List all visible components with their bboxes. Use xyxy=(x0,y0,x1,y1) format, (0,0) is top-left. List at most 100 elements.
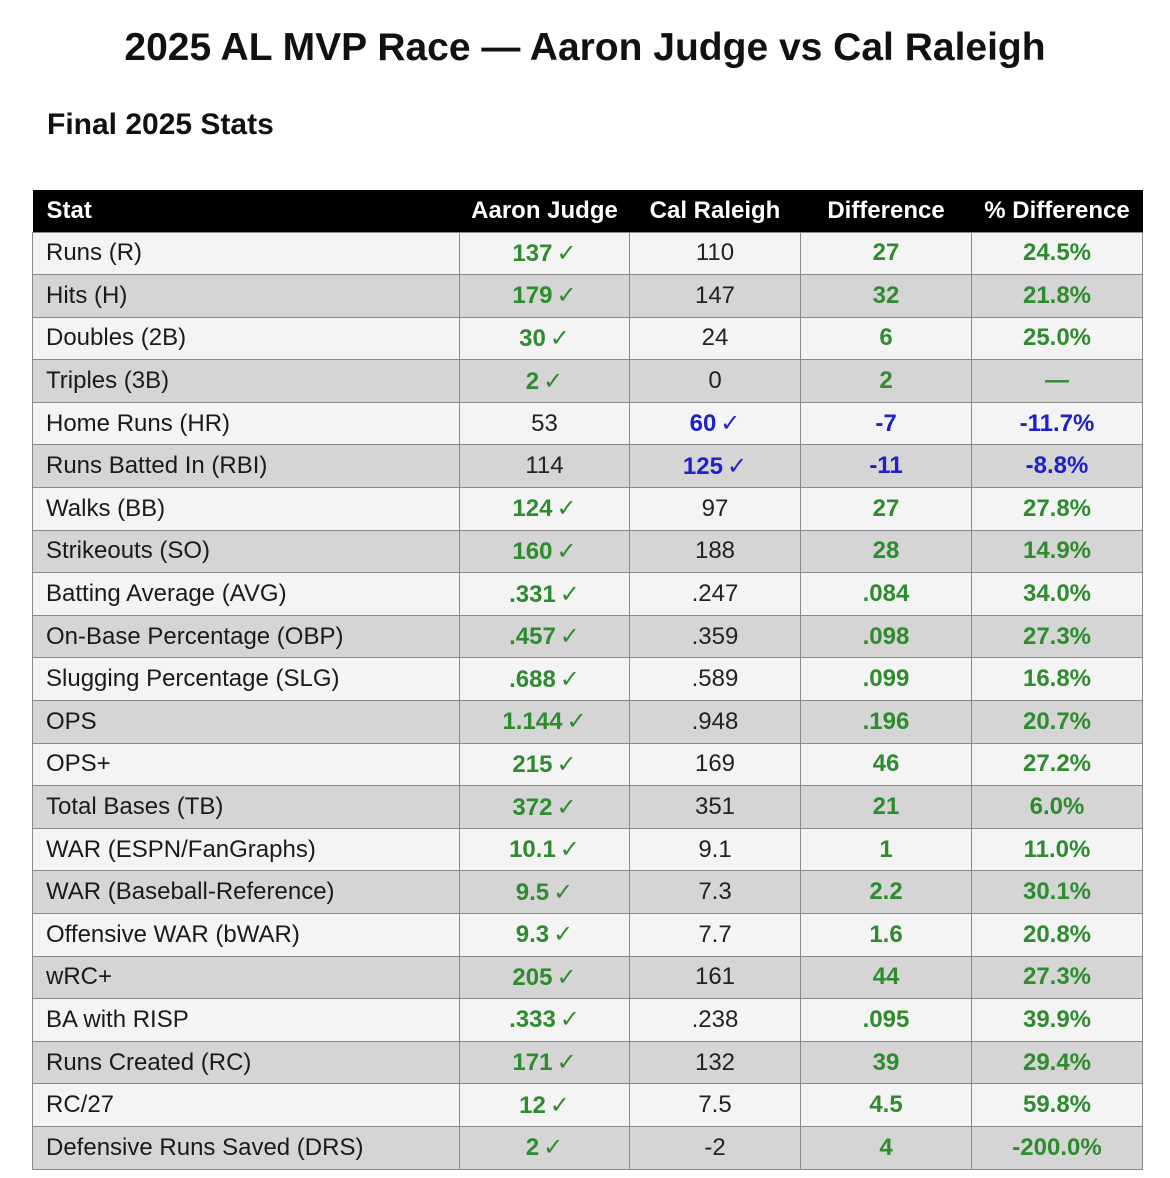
cal-raleigh-cell: 125 ✓ xyxy=(629,444,801,489)
aaron-judge-value: 137 xyxy=(512,239,553,267)
stat-name-cell: Hits (H) xyxy=(32,274,460,318)
aaron-judge-cell: .457 ✓ xyxy=(459,614,630,659)
difference-cell: 27 xyxy=(800,487,972,531)
aaron-judge-cell: 53 xyxy=(459,401,630,446)
aaron-judge-value: 30 xyxy=(519,324,546,352)
aaron-judge-cell: 12 ✓ xyxy=(459,1083,630,1127)
stat-name-cell: Batting Average (AVG) xyxy=(32,572,460,616)
difference-cell: .098 xyxy=(800,614,972,659)
stat-name-cell: Defensive Runs Saved (DRS) xyxy=(32,1125,460,1170)
header-pct-difference: % Difference xyxy=(984,196,1130,224)
checkmark-icon: ✓ xyxy=(559,580,580,608)
cal-raleigh-cell: .948 xyxy=(629,700,801,744)
table-row: Walks (BB) 124 ✓ 97 27 27.8% xyxy=(32,487,1143,531)
stat-name-cell: Strikeouts (SO) xyxy=(32,529,460,574)
aaron-judge-value: 114 xyxy=(525,452,564,480)
table-row: Total Bases (TB) 372 ✓ 351 21 6.0% xyxy=(32,785,1143,829)
cal-raleigh-cell: 188 xyxy=(629,529,801,574)
checkmark-icon: ✓ xyxy=(556,963,577,991)
pct-difference-cell: 24.5% xyxy=(971,231,1143,276)
checkmark-icon: ✓ xyxy=(543,1134,564,1162)
stat-name-cell: Offensive WAR (bWAR) xyxy=(32,913,460,957)
cal-raleigh-cell: -2 xyxy=(629,1125,801,1170)
stat-name-cell: OPS+ xyxy=(32,742,460,787)
pct-difference-cell: 30.1% xyxy=(971,870,1143,914)
cal-raleigh-value: 7.7 xyxy=(698,920,732,948)
pct-difference-cell: 27.3% xyxy=(971,955,1143,1000)
checkmark-icon: ✓ xyxy=(720,410,741,438)
difference-cell: .084 xyxy=(800,572,972,616)
checkmark-icon: ✓ xyxy=(549,324,570,352)
cal-raleigh-value: 7.3 xyxy=(698,878,732,906)
stat-name-cell: Runs (R) xyxy=(32,231,460,276)
cal-raleigh-value: .247 xyxy=(691,580,739,608)
table-row: Runs Created (RC) 171 ✓ 132 39 29.4% xyxy=(32,1040,1143,1085)
difference-cell: .095 xyxy=(800,998,972,1042)
table-row: Runs (R) 137 ✓ 110 27 24.5% xyxy=(32,231,1143,276)
pct-difference-cell: — xyxy=(971,359,1143,403)
stat-name-cell: Walks (BB) xyxy=(32,487,460,531)
cal-raleigh-value: 351 xyxy=(694,793,736,821)
cal-raleigh-cell: 7.3 xyxy=(629,870,801,914)
stats-comparison-table: Stat Aaron Judge Cal Raleigh Difference … xyxy=(32,190,1143,1170)
cal-raleigh-value: .359 xyxy=(691,622,739,650)
difference-cell: 46 xyxy=(800,742,972,787)
cal-raleigh-cell: 24 xyxy=(629,316,801,361)
pct-difference-cell: 14.9% xyxy=(971,529,1143,574)
cal-raleigh-cell: 7.5 xyxy=(629,1083,801,1127)
difference-cell: 2.2 xyxy=(800,870,972,914)
difference-cell: .099 xyxy=(800,657,972,702)
pct-difference-cell: 59.8% xyxy=(971,1083,1143,1127)
cal-raleigh-value: .948 xyxy=(691,707,739,735)
difference-cell: 21 xyxy=(800,785,972,829)
pct-difference-cell: 29.4% xyxy=(971,1040,1143,1085)
difference-cell: 39 xyxy=(800,1040,972,1085)
table-body: Runs (R) 137 ✓ 110 27 24.5% Hits (H) 179 ✓ 147 32 2… xyxy=(32,231,1143,1170)
checkmark-icon: ✓ xyxy=(553,878,574,906)
stat-name-cell: Runs Batted In (RBI) xyxy=(32,444,460,489)
cal-raleigh-value: 60 xyxy=(689,410,717,438)
cal-raleigh-value: 132 xyxy=(694,1048,736,1076)
checkmark-icon: ✓ xyxy=(556,239,577,267)
cal-raleigh-value: .589 xyxy=(691,665,739,693)
table-row: RC/27 12 ✓ 7.5 4.5 59.8% xyxy=(32,1083,1143,1127)
checkmark-icon: ✓ xyxy=(559,665,580,693)
header-difference: Difference xyxy=(827,196,945,224)
pct-difference-cell: 25.0% xyxy=(971,316,1143,361)
difference-cell: 32 xyxy=(800,274,972,318)
cal-raleigh-cell: .247 xyxy=(629,572,801,616)
aaron-judge-value: 1.144 xyxy=(502,708,563,736)
header-stat: Stat xyxy=(46,196,92,224)
table-row: Home Runs (HR) 53 60 ✓ -7 -11.7% xyxy=(32,401,1143,446)
difference-cell: 6 xyxy=(800,316,972,361)
table-row: OPS+ 215 ✓ 169 46 27.2% xyxy=(32,742,1143,787)
checkmark-icon: ✓ xyxy=(556,750,577,778)
aaron-judge-value: .457 xyxy=(509,623,556,651)
aaron-judge-value: 10.1 xyxy=(509,836,556,864)
header-cal-raleigh: Cal Raleigh xyxy=(649,196,781,224)
page-title: 2025 AL MVP Race — Aaron Judge vs Cal Ra… xyxy=(124,26,1046,69)
table-row: Offensive WAR (bWAR) 9.3 ✓ 7.7 1.6 20.8% xyxy=(32,913,1143,957)
table-header-row: Stat Aaron Judge Cal Raleigh Difference … xyxy=(32,190,1143,232)
cal-raleigh-value: 188 xyxy=(694,537,736,565)
cal-raleigh-cell: 9.1 xyxy=(629,827,801,872)
table-row: Strikeouts (SO) 160 ✓ 188 28 14.9% xyxy=(32,529,1143,574)
table-row: wRC+ 205 ✓ 161 44 27.3% xyxy=(32,955,1143,1000)
table-row: BA with RISP .333 ✓ .238.095 39.9% xyxy=(32,998,1143,1042)
checkmark-icon: ✓ xyxy=(556,537,577,565)
page-subtitle: Final 2025 Stats xyxy=(47,108,274,141)
cal-raleigh-value: 7.5 xyxy=(698,1091,732,1119)
aaron-judge-value: 9.5 xyxy=(515,878,550,906)
aaron-judge-cell: .688 ✓ xyxy=(459,657,630,702)
stat-name-cell: wRC+ xyxy=(32,955,460,1000)
aaron-judge-value: 12 xyxy=(519,1091,546,1119)
pct-difference-cell: -11.7% xyxy=(971,401,1143,446)
cal-raleigh-cell: 161 xyxy=(629,955,801,1000)
aaron-judge-cell: 160 ✓ xyxy=(459,529,630,574)
cal-raleigh-value: -2 xyxy=(704,1133,726,1161)
cal-raleigh-value: .238 xyxy=(691,1005,739,1033)
stat-name-cell: On-Base Percentage (OBP) xyxy=(32,614,460,659)
aaron-judge-value: 2 xyxy=(525,367,540,395)
pct-difference-cell: 20.8% xyxy=(971,913,1143,957)
aaron-judge-cell: 171 ✓ xyxy=(459,1040,630,1085)
